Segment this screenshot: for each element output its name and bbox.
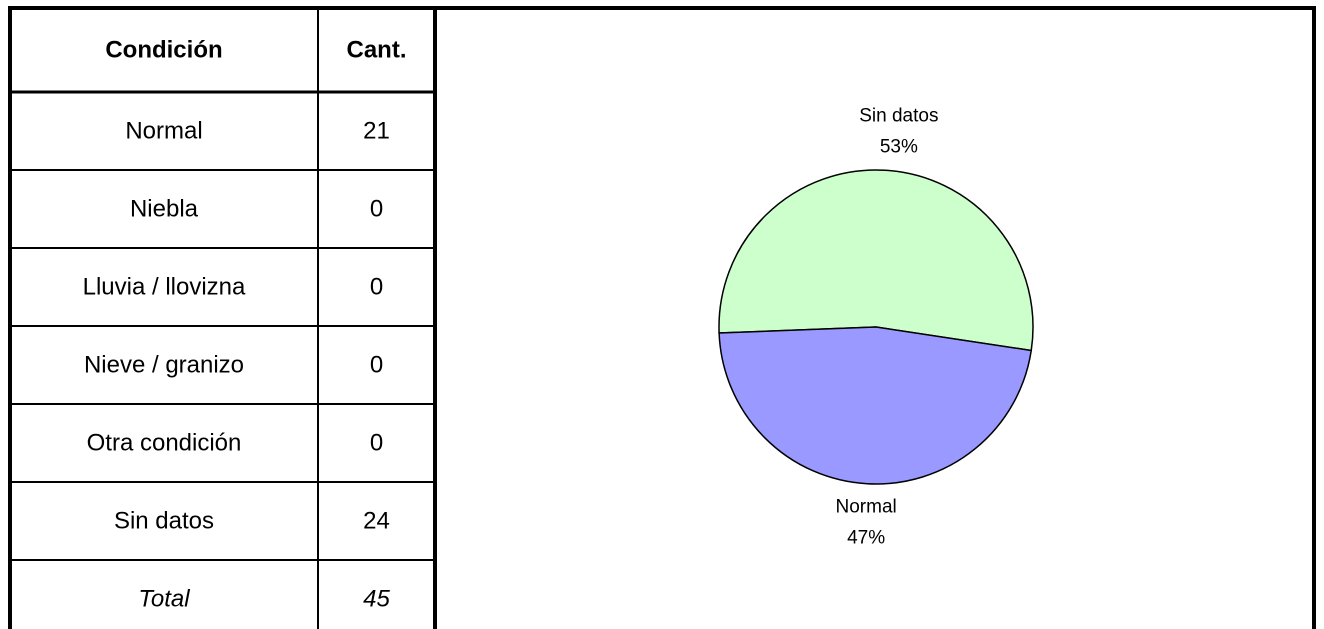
header-value: Cant. [347,36,407,63]
row-value: 0 [370,273,383,300]
row-value: 0 [370,429,383,456]
header-label: Condición [105,36,222,63]
pie-slice [718,326,1033,485]
slice-name: Normal [836,497,897,518]
slice-percent: 47% [847,528,885,549]
row-label: Otra condición [87,429,242,456]
slice-name: Sin datos [859,105,938,126]
row-value: 0 [370,195,383,222]
slice-percent: 53% [880,136,918,157]
row-value: 21 [363,117,390,144]
row-label: Nieve / granizo [84,351,244,378]
row-value: 24 [363,507,390,534]
row-label: Niebla [130,195,199,222]
row-label: Normal [125,117,202,144]
pie-slice [718,169,1034,352]
total-row-label: Total [138,585,190,612]
row-label: Sin datos [114,507,214,534]
row-label: Lluvia / llovizna [83,273,246,300]
total-row-value: 45 [363,585,390,612]
outer-border [8,6,1316,629]
row-value: 0 [370,351,383,378]
